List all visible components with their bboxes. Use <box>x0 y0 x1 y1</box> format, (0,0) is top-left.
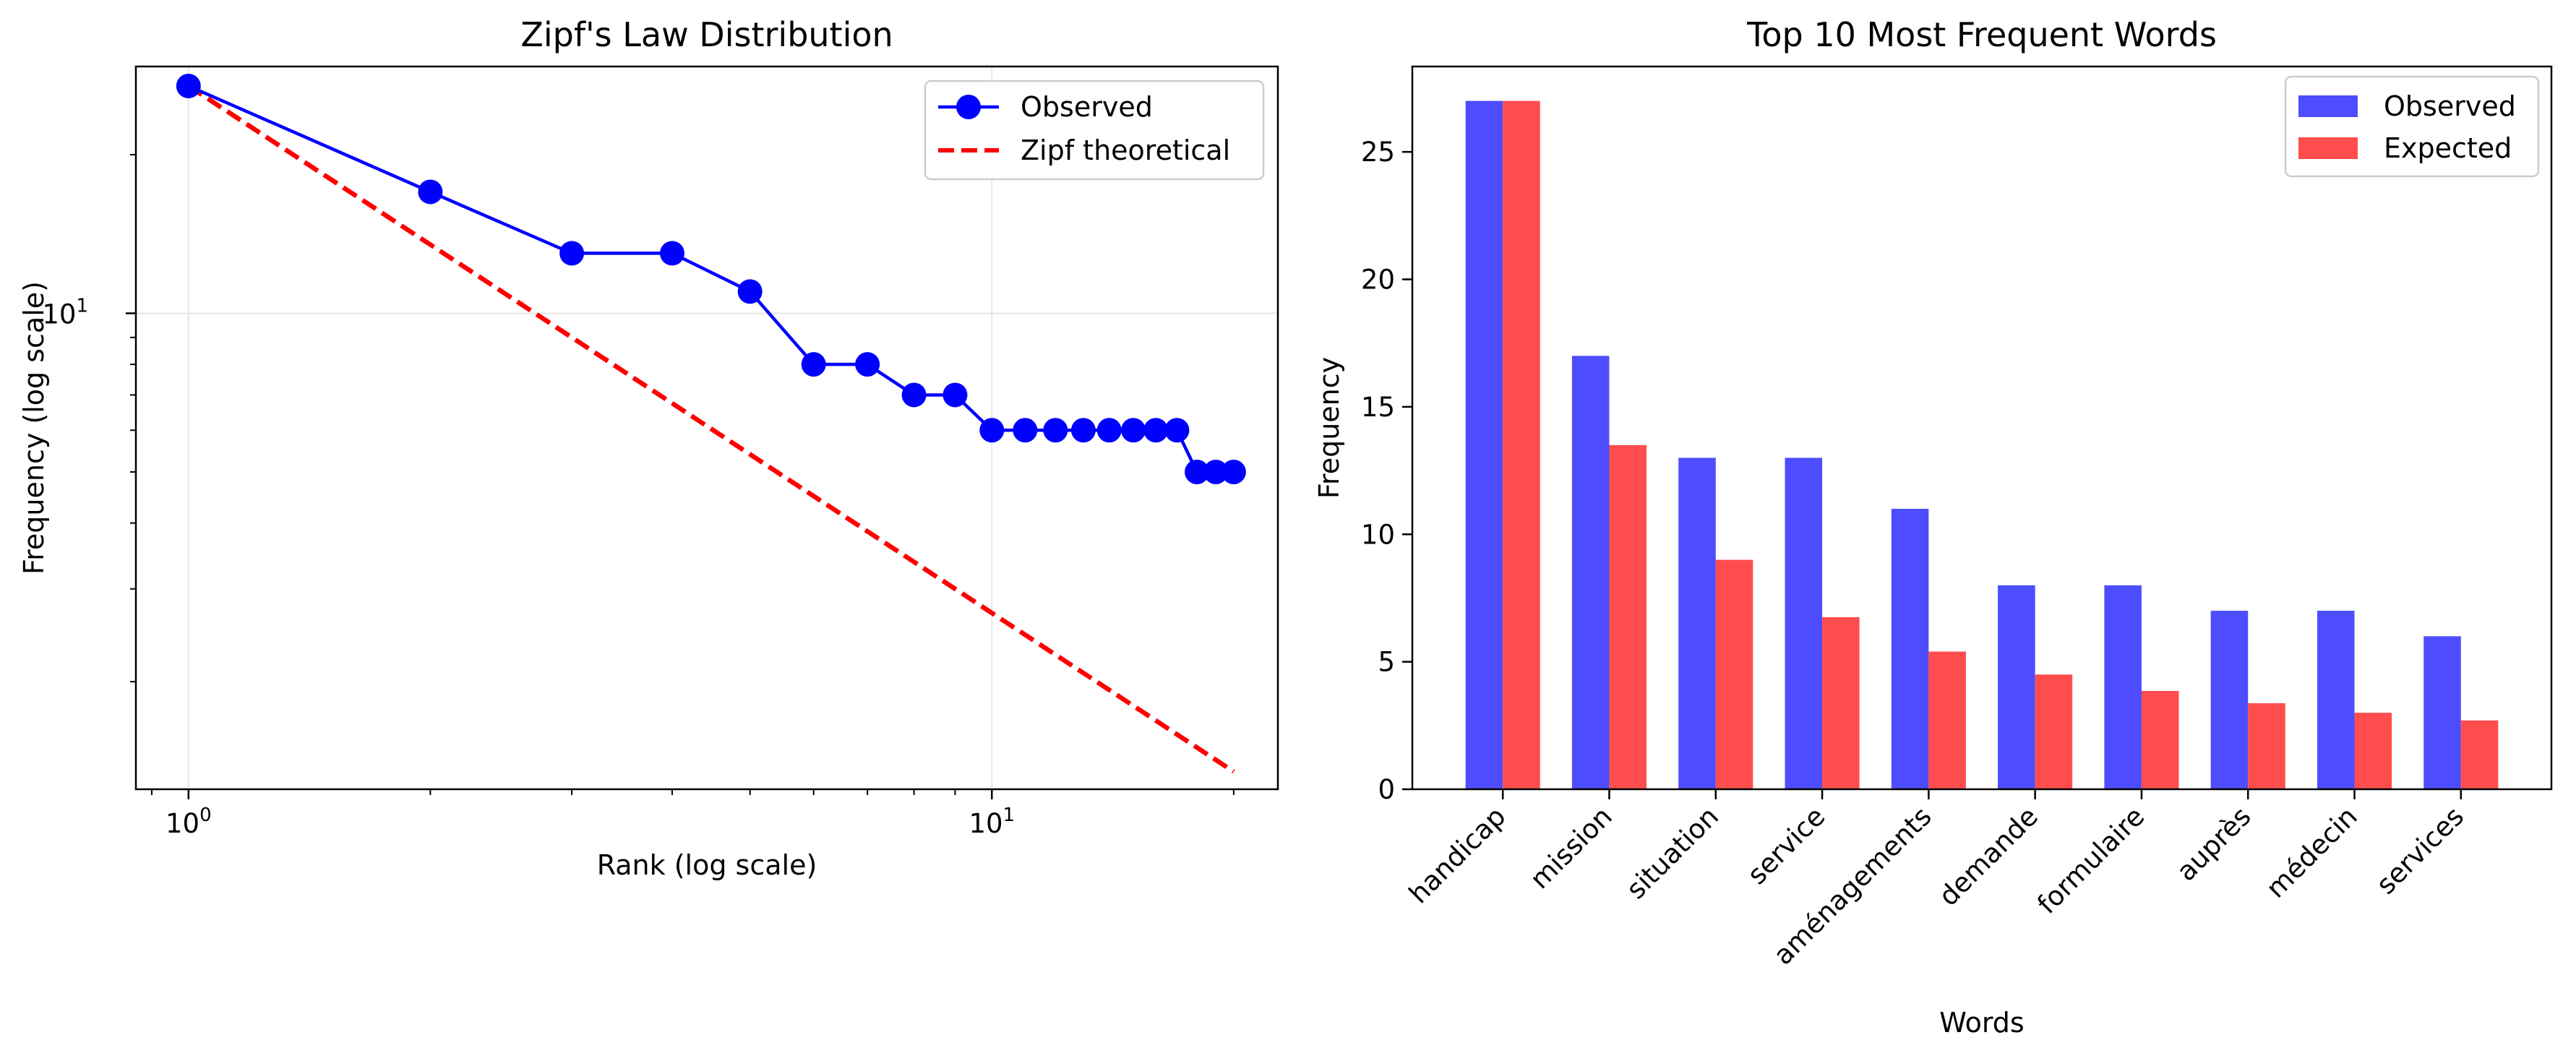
observed-point <box>979 418 1005 443</box>
observed-point <box>1143 418 1169 443</box>
zipf-theoretical-line <box>187 84 1235 774</box>
observed-point <box>1013 418 1038 443</box>
zipf-x-axis-label: Rank (log scale) <box>597 849 817 881</box>
expected-bar <box>2354 713 2392 789</box>
observed-bar <box>1678 458 1716 789</box>
observed-point <box>418 179 443 205</box>
bar-series <box>1465 100 2499 790</box>
legend-observed-marker <box>956 95 981 119</box>
observed-point <box>1164 418 1190 443</box>
zipf-y-ticks: 101 <box>42 154 136 683</box>
observed-bar <box>2104 585 2142 789</box>
expected-bar <box>1609 444 1647 789</box>
zipf-x-tick-label: 101 <box>969 804 1015 839</box>
zipf-x-ticks: 100 101 <box>150 789 1235 839</box>
observed-point <box>1221 460 1246 485</box>
observed-point <box>1121 418 1146 443</box>
bars-y-tick-label: 25 <box>1361 137 1395 168</box>
bars-y-tick-label: 5 <box>1378 647 1395 678</box>
observed-bar <box>1465 100 1503 790</box>
top-words-chart-title: Top 10 Most Frequent Words <box>1746 15 2217 54</box>
bars-x-tick-label: situation <box>1620 801 1725 905</box>
zipf-chart: Zipf's Law Distribution 100 101 101 Rank … <box>18 15 1279 881</box>
zipf-y-axis-label: Frequency (log scale) <box>18 281 50 575</box>
observed-bar <box>2423 636 2461 789</box>
legend-bar-observed-label: Observed <box>2384 90 2516 122</box>
expected-bar <box>1715 559 1753 789</box>
observed-bar <box>2210 611 2249 789</box>
observed-point <box>176 73 201 98</box>
zipf-y-tick-label: 101 <box>42 296 88 330</box>
bars-y-axis-label: Frequency <box>1313 357 1345 499</box>
observed-point <box>1185 460 1210 485</box>
bars-x-tick-label: mission <box>1524 801 1618 895</box>
expected-bar <box>1928 651 1966 789</box>
legend-observed-swatch <box>2298 95 2358 117</box>
observed-point <box>943 382 968 408</box>
bars-x-axis-label: Words <box>1939 1007 2024 1039</box>
bars-y-tick-label: 0 <box>1378 774 1395 805</box>
observed-bar <box>1785 458 1823 789</box>
expected-bar <box>2035 674 2073 789</box>
expected-bar <box>2248 703 2285 789</box>
observed-point <box>559 241 585 266</box>
zipf-plot-frame <box>134 65 1279 791</box>
expected-bar <box>2460 720 2499 789</box>
zipf-x-tick-label: 100 <box>166 804 212 839</box>
observed-point <box>1043 418 1068 443</box>
zipf-series <box>176 73 1246 774</box>
bars-x-tick-label: auprès <box>2171 801 2257 888</box>
legend-bar-expected-label: Expected <box>2384 132 2512 164</box>
observed-point <box>901 382 927 408</box>
bars-x-tick-label: handicap <box>1403 801 1512 910</box>
bars-x-tick-label: médecin <box>2260 801 2364 904</box>
observed-bar <box>1891 508 1929 789</box>
observed-bar <box>2317 611 2355 789</box>
observed-point <box>737 279 763 304</box>
observed-point <box>659 241 684 266</box>
observed-point <box>855 352 880 377</box>
expected-bar <box>2141 690 2179 789</box>
observed-point <box>1070 418 1096 443</box>
observed-point <box>1203 460 1229 485</box>
legend-zipf-label: Zipf theoretical <box>1021 134 1230 166</box>
bars-y-tick-label: 20 <box>1361 265 1395 296</box>
zipf-legend: Observed Zipf theoretical <box>924 80 1265 181</box>
bars-legend: Observed Expected <box>2284 75 2540 178</box>
bars-y-tick-label: 10 <box>1361 519 1395 550</box>
observed-bar <box>1571 356 1610 789</box>
bars-y-ticks: 0 5 10 15 20 25 <box>1361 137 1412 805</box>
bars-x-tick-label: formulaire <box>2031 801 2150 920</box>
legend-expected-swatch <box>2298 137 2358 159</box>
expected-bar <box>1503 100 1540 790</box>
bars-x-tick-label: demande <box>1933 801 2044 912</box>
observed-point <box>801 352 826 377</box>
bars-x-tick-label: services <box>2370 801 2470 901</box>
observed-point <box>1096 418 1122 443</box>
observed-bar <box>1998 585 2035 789</box>
top-words-chart: Top 10 Most Frequent Words handicap missi… <box>1313 15 2553 1039</box>
zipf-legend-box <box>924 80 1265 181</box>
legend-observed-label: Observed <box>1021 91 1153 123</box>
expected-bar <box>1822 617 1860 789</box>
bars-x-tick-label: service <box>1741 801 1831 890</box>
zipf-chart-title: Zipf's Law Distribution <box>520 15 893 54</box>
bars-plot-frame <box>1411 65 2553 791</box>
bars-y-tick-label: 15 <box>1361 392 1395 423</box>
bars-x-ticks: handicap mission situation serviceaménageme… <box>1403 789 2470 971</box>
